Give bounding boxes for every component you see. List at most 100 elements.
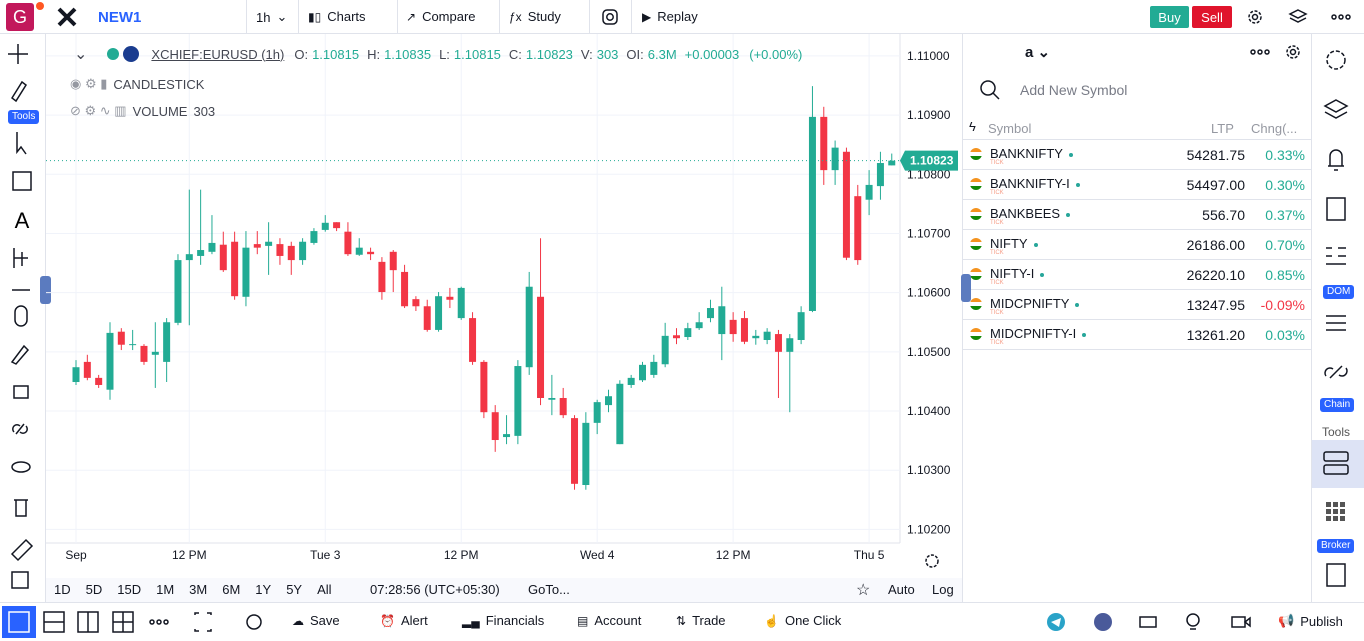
settings-icon[interactable] (1245, 7, 1265, 27)
bulb-icon[interactable] (1184, 612, 1202, 632)
publish-button[interactable]: 📢 Publish (1278, 613, 1343, 629)
watchlist-row[interactable]: NIFTY-I TICK 26220.10 0.85% (963, 260, 1311, 290)
toolbar-button[interactable]: ↗ Compare (406, 9, 476, 24)
settings-icon[interactable] (1283, 42, 1303, 62)
symbol-name[interactable]: XCHIEF:EURUSD (1h) (151, 46, 285, 62)
y-tick-label: 1.10700 (907, 226, 951, 240)
header-symbol[interactable]: Symbol (988, 121, 1032, 136)
candle-body (650, 361, 658, 375)
range-button[interactable]: 6M (222, 582, 241, 597)
goto[interactable]: GoTo... (528, 582, 570, 597)
collapse-handle[interactable] (961, 274, 971, 302)
range-button[interactable]: 1M (156, 582, 175, 597)
study-icons[interactable]: ◉ ⚙ ▮ (70, 76, 108, 91)
range-button[interactable]: 3M (189, 582, 208, 597)
bell-icon[interactable] (1328, 149, 1344, 171)
watchlist-tab[interactable]: a ⌄ (1025, 44, 1051, 61)
rect-tool[interactable] (12, 171, 32, 191)
collapse-handle[interactable] (40, 276, 51, 304)
logo[interactable]: G (6, 3, 34, 31)
log-scale[interactable]: Log (932, 582, 954, 597)
pen-tool[interactable] (10, 80, 28, 103)
dom-icon[interactable] (1326, 247, 1346, 265)
header-ltp[interactable]: LTP (1211, 121, 1234, 136)
lock-draw-tool[interactable] (10, 344, 30, 365)
eye-tool[interactable] (11, 461, 31, 473)
watchlist-row[interactable]: BANKBEES TICK 556.70 0.37% (963, 200, 1311, 230)
axis-settings[interactable] (925, 554, 939, 568)
watchlist-row[interactable]: MIDCPNIFTY TICK 13247.95 -0.09% (963, 290, 1311, 320)
text-tool[interactable]: A (15, 208, 30, 233)
header-chg[interactable]: Chng(... (1251, 121, 1298, 136)
layout-more[interactable] (149, 619, 155, 625)
toolbar-button[interactable]: ▶ Replay (642, 9, 698, 24)
discord-icon[interactable] (1093, 612, 1113, 632)
change: +0.00003 (684, 46, 740, 62)
range-button[interactable]: 5Y (286, 582, 303, 597)
buy-button[interactable]: Buy (1150, 6, 1189, 28)
tag: TICK (990, 340, 1004, 346)
cursor-tool[interactable] (16, 132, 27, 155)
link-tool[interactable] (12, 423, 28, 435)
button-icon: ▮▯ (308, 9, 322, 24)
live-dot (1082, 332, 1087, 337)
button-text: Alert (400, 613, 428, 628)
video-icon[interactable] (1230, 614, 1252, 630)
instagram-icon[interactable] (601, 8, 619, 26)
more-icon[interactable] (1330, 12, 1352, 22)
fullscreen[interactable] (194, 612, 212, 632)
watchlist-row[interactable]: BANKNIFTY TICK 54281.75 0.33% (963, 140, 1311, 170)
trash-tool[interactable] (14, 499, 28, 517)
x-icon[interactable] (56, 7, 78, 27)
settings-icon[interactable] (1326, 50, 1346, 70)
tools-icon[interactable] (1323, 451, 1349, 462)
bottom-button[interactable]: ▤ Account (577, 613, 641, 628)
search-box[interactable]: Add New Symbol (967, 73, 1217, 105)
lock-tool[interactable] (13, 385, 29, 399)
ruler-tool[interactable] (10, 538, 34, 562)
range-button[interactable]: 1Y (255, 582, 272, 597)
range-button[interactable]: All (317, 582, 332, 597)
layers-icon[interactable] (1323, 99, 1349, 119)
fib-tool[interactable] (13, 248, 28, 268)
notes-icon[interactable] (1326, 197, 1346, 221)
sell-button[interactable]: Sell (1192, 6, 1232, 28)
chain-icon[interactable] (1324, 365, 1348, 379)
bottom-button[interactable]: ☝ One Click (764, 613, 841, 628)
symbol: NIFTY-I (990, 266, 1045, 281)
broker-icon[interactable] (1326, 502, 1345, 521)
layout-single[interactable] (2, 606, 36, 638)
measure-tool[interactable] (11, 571, 29, 589)
auto-scale[interactable]: Auto (888, 582, 915, 597)
watchlist-row[interactable]: MIDCPNIFTY-I TICK 13261.20 0.03% (963, 320, 1311, 350)
toolbar-button[interactable]: ▮▯ Charts (308, 9, 366, 24)
candle-body (627, 377, 635, 385)
list-icon[interactable] (1326, 315, 1346, 331)
layers-icon[interactable] (1288, 7, 1308, 27)
range-button[interactable]: 5D (85, 582, 103, 597)
telegram-icon[interactable] (1046, 612, 1066, 632)
bottom-button[interactable]: ⇅ Trade (676, 613, 726, 628)
magnet-tool[interactable] (14, 305, 28, 327)
crosshair-tool[interactable] (8, 44, 28, 64)
bottom-button[interactable]: ⏰ Alert (380, 613, 428, 628)
tools-icon[interactable] (1323, 464, 1349, 475)
bottom-button[interactable]: ▂▄ Financials (462, 613, 544, 628)
layout-name[interactable]: NEW1 (98, 9, 142, 26)
range-button[interactable]: 1D (54, 582, 71, 597)
watchlist-row[interactable]: BANKNIFTY-I TICK 54497.00 0.30% (963, 170, 1311, 200)
more-icon[interactable] (1249, 48, 1271, 56)
bottom-button[interactable]: ☁ Save (292, 613, 340, 628)
report-icon[interactable] (1326, 563, 1346, 587)
range-button[interactable]: 15D (117, 582, 142, 597)
watchlist-row[interactable]: NIFTY TICK 26186.00 0.70% (963, 230, 1311, 260)
study-icons[interactable]: ⊘ ⚙ ∿ ▥ (70, 103, 127, 118)
candle-body (242, 247, 250, 297)
favorite-star[interactable]: ☆ (856, 582, 871, 599)
candle-body (808, 116, 816, 311)
interval[interactable]: 1h ⌄ (256, 9, 287, 25)
collapse-legend[interactable]: ⌄ (74, 46, 88, 63)
palette-icon[interactable] (245, 613, 263, 631)
keyboard-icon[interactable] (1138, 614, 1158, 630)
toolbar-button[interactable]: ƒx Study (509, 9, 561, 24)
